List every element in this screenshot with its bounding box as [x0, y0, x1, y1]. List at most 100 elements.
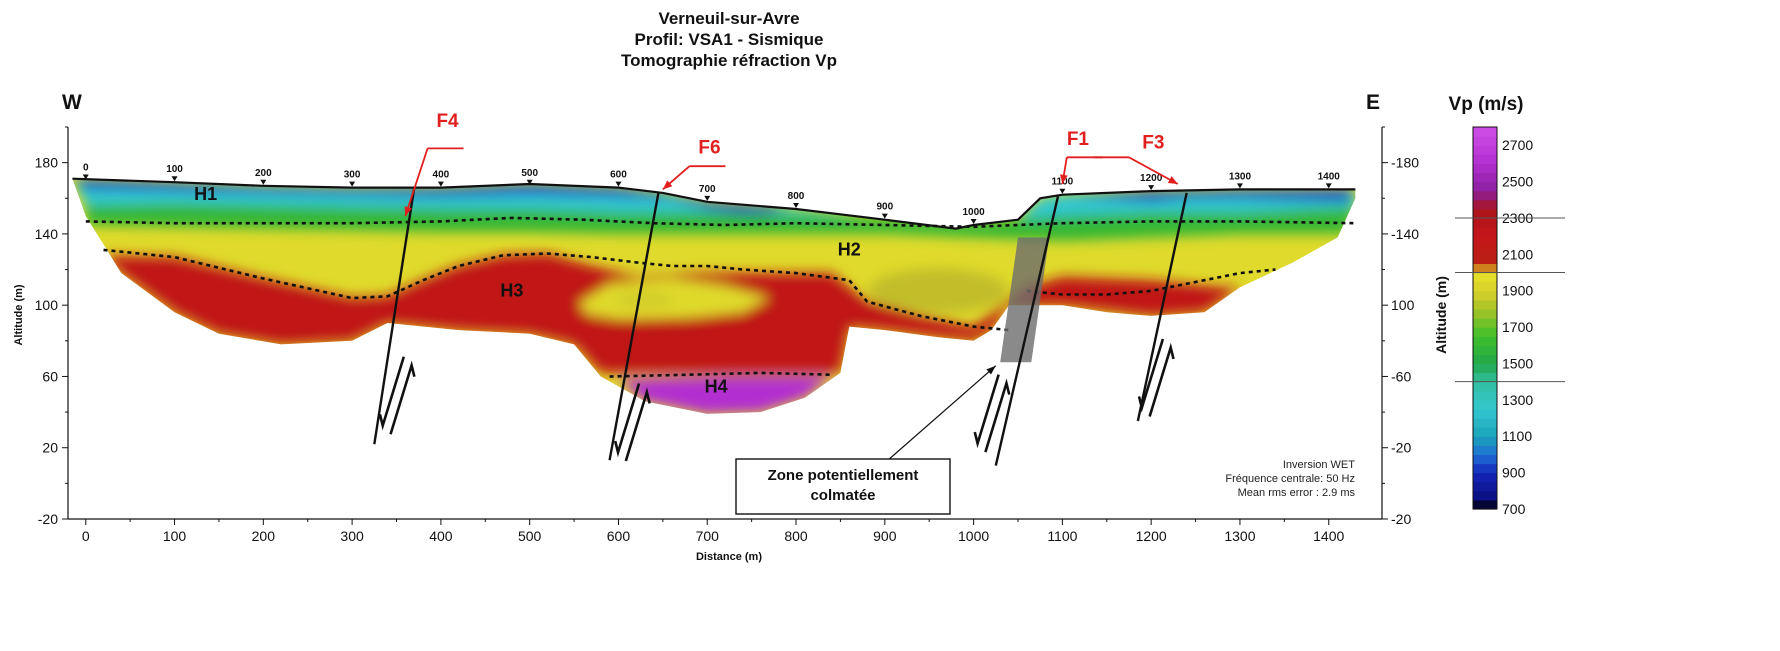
colorbar-step: [1473, 217, 1497, 228]
station-label: 200: [255, 168, 272, 179]
y-tick-label-right: -180: [1391, 155, 1419, 171]
y-tick-label-right: -20: [1391, 511, 1411, 527]
offset-arrows: [613, 383, 651, 462]
horizon-label-H2: H2: [838, 239, 861, 259]
colorbar-step: [1473, 145, 1497, 155]
dashed-horizon: [85, 216, 1356, 229]
station-marker: [1148, 185, 1155, 191]
colorbar-step: [1473, 381, 1497, 392]
station-label: 600: [610, 170, 627, 181]
inversion-info-line: Fréquence centrale: 50 Hz: [1225, 473, 1355, 485]
y-tick-label: 180: [35, 155, 59, 171]
zone-arrow: [888, 365, 997, 460]
colorbar-step: [1473, 499, 1497, 510]
colorbar-step: [1473, 390, 1497, 401]
colorbar-step: [1473, 318, 1497, 328]
station-marker: [260, 179, 267, 185]
x-tick-label: 1100: [1047, 528, 1077, 544]
zone-box: [735, 458, 951, 515]
velocity-region-H4-purple: [618, 376, 832, 414]
station-label: 1000: [962, 207, 985, 218]
zone-label: Zone potentiellement: [768, 467, 919, 484]
fault-line-F6: [608, 192, 660, 461]
colorbar-step: [1473, 490, 1497, 501]
colorbar-step: [1473, 281, 1497, 292]
east-label: E: [1366, 91, 1380, 114]
colorbar-step: [1473, 236, 1497, 246]
velocity-region-H2-green: [85, 203, 1356, 241]
x-tick-label: 400: [429, 528, 453, 544]
y-tick-label: 20: [42, 440, 58, 456]
colorbar-label: 1100: [1502, 428, 1532, 444]
up-half-arrow: [389, 360, 416, 435]
station-marker: [793, 202, 800, 208]
colorbar-step: [1473, 299, 1497, 310]
y-axis-title-right: Altitude (m): [1433, 276, 1449, 354]
y-tick-label: 100: [35, 297, 59, 313]
colorbar-step: [1473, 399, 1497, 410]
colorbar-step: [1473, 254, 1497, 265]
down-half-arrow: [973, 374, 1000, 449]
up-half-arrow: [984, 378, 1011, 453]
x-tick-label: 900: [873, 528, 897, 544]
station-marker: [1325, 183, 1332, 189]
offset-arrows: [1137, 338, 1175, 417]
up-half-arrow: [1148, 342, 1175, 417]
x-tick-label: 1000: [958, 528, 989, 544]
colorbar-step: [1473, 336, 1497, 346]
colorbar-label: 1900: [1502, 283, 1533, 299]
station-label: 500: [521, 168, 538, 179]
x-tick-label: 1300: [1224, 528, 1255, 544]
station-label: 1400: [1318, 171, 1341, 182]
colorbar-step: [1473, 354, 1497, 365]
station-marker: [1059, 188, 1066, 194]
fault-line-F1: [994, 196, 1060, 466]
station-label: 0: [83, 162, 89, 173]
dashed-horizon: [609, 371, 832, 378]
x-tick-label: 600: [607, 528, 631, 544]
fault-arrowhead: [1167, 176, 1178, 185]
colorbar-title: Vp (m/s): [1449, 94, 1524, 115]
colorbar-step: [1473, 272, 1497, 283]
colorbar-step: [1473, 445, 1497, 456]
fault-arrowhead: [662, 180, 673, 190]
colorbar-step: [1473, 363, 1497, 374]
station-marker: [970, 219, 977, 224]
west-label: W: [62, 91, 82, 114]
x-tick-label: 300: [340, 528, 364, 544]
colorbar-step: [1473, 436, 1497, 446]
station-label: 1300: [1229, 171, 1252, 182]
model-velocity-field: [72, 178, 1356, 414]
colorbar-label: 700: [1502, 501, 1526, 517]
offset-arrows: [973, 374, 1011, 453]
y-tick-label-right: 100: [1391, 297, 1415, 313]
station-label: 100: [166, 164, 183, 175]
y-axis-title: Altitude (m): [13, 284, 25, 345]
y-tick-label: 140: [35, 226, 59, 242]
station-label: 800: [788, 191, 805, 202]
chart-title-line: Verneuil-sur-Avre: [658, 9, 799, 28]
y-tick-label-right: -20: [1391, 440, 1411, 456]
up-half-arrow: [624, 387, 651, 462]
inversion-info-line: Inversion WET: [1283, 459, 1355, 471]
x-tick-label: 0: [82, 528, 90, 544]
colorbar-label: 900: [1502, 465, 1526, 481]
x-axis-title: Distance (m): [696, 551, 762, 563]
fault-label-F6: F6: [698, 138, 720, 159]
station-marker: [437, 181, 444, 187]
y-tick-label-right: -140: [1391, 226, 1419, 242]
station-label: 700: [699, 184, 716, 195]
colorbar-step: [1473, 372, 1497, 383]
x-tick-label: 800: [784, 528, 808, 544]
chart-title-line: Profil: VSA1 - Sismique: [635, 30, 824, 49]
colorbar-step: [1473, 190, 1497, 201]
fault-label-F1: F1: [1067, 129, 1090, 150]
colorbar-step: [1473, 227, 1497, 237]
colorbar-step: [1473, 418, 1497, 428]
station-marker: [349, 181, 356, 187]
down-half-arrow: [378, 356, 406, 431]
station-label: 1200: [1140, 173, 1163, 184]
h2-dark-patch: [868, 268, 1009, 313]
colorbar-step: [1473, 427, 1497, 437]
